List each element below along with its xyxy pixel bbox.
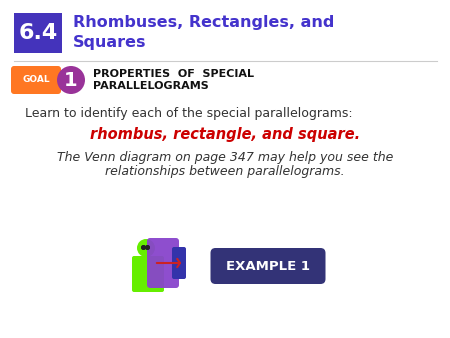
Text: Rhombuses, Rectangles, and: Rhombuses, Rectangles, and (73, 15, 334, 29)
FancyBboxPatch shape (147, 238, 179, 288)
FancyBboxPatch shape (14, 13, 62, 53)
Text: 6.4: 6.4 (18, 23, 58, 43)
Circle shape (137, 239, 155, 257)
Text: PARALLELOGRAMS: PARALLELOGRAMS (93, 81, 209, 91)
Text: GOAL: GOAL (22, 75, 50, 84)
FancyBboxPatch shape (211, 248, 325, 284)
Text: PROPERTIES  OF  SPECIAL: PROPERTIES OF SPECIAL (93, 69, 254, 79)
Text: 1: 1 (64, 71, 78, 90)
Circle shape (57, 66, 85, 94)
Text: rhombus, rectangle, and square.: rhombus, rectangle, and square. (90, 126, 360, 142)
Text: relationships between parallelograms.: relationships between parallelograms. (105, 166, 345, 178)
Text: EXAMPLE 1: EXAMPLE 1 (226, 260, 310, 272)
FancyBboxPatch shape (132, 256, 164, 292)
Text: Learn to identify each of the special parallelograms:: Learn to identify each of the special pa… (25, 106, 353, 120)
FancyBboxPatch shape (172, 247, 186, 279)
Text: The Venn diagram on page 347 may help you see the: The Venn diagram on page 347 may help yo… (57, 150, 393, 164)
FancyBboxPatch shape (11, 66, 61, 94)
Text: Squares: Squares (73, 35, 147, 50)
